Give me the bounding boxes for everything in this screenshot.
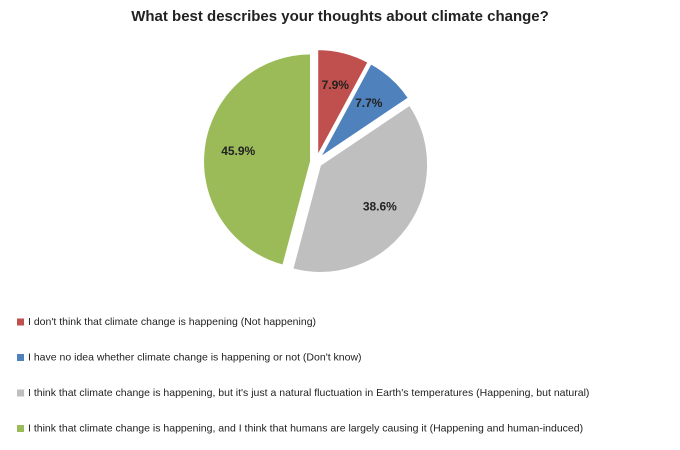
- legend-label: I think that climate change is happening…: [28, 387, 589, 399]
- pie-slice: [318, 61, 411, 160]
- pie-slice: [291, 103, 430, 274]
- data-label: 7.9%: [322, 78, 350, 92]
- data-label: 45.9%: [221, 144, 255, 158]
- data-label: 38.6%: [363, 200, 397, 214]
- legend-swatch: [17, 425, 24, 432]
- legend-swatch: [17, 389, 24, 397]
- legend-label: I have no idea whether climate change is…: [28, 351, 362, 363]
- chart-title: What best describes your thoughts about …: [131, 8, 549, 25]
- pie-slice: [316, 48, 370, 158]
- data-label: 7.7%: [355, 96, 383, 110]
- legend-label: I think that climate change is happening…: [28, 422, 583, 434]
- legend-label: I don't think that climate change is hap…: [28, 316, 316, 328]
- pie-slice: [202, 52, 313, 267]
- legend-swatch: [17, 354, 24, 361]
- legend-swatch: [17, 318, 24, 326]
